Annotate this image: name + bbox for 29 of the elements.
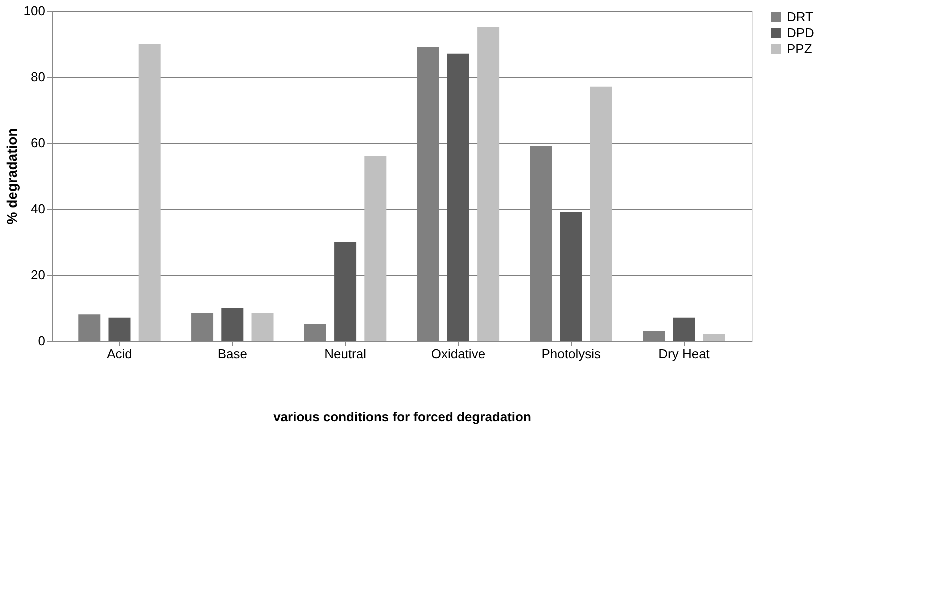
bar [222,308,244,341]
x-tick-label: Neutral [324,346,367,362]
bar [703,334,726,341]
legend-label: DPD [787,26,814,40]
bar [560,212,582,341]
bar [364,156,387,341]
x-tick-label: Oxidative [431,346,486,362]
bar [138,44,161,341]
x-tick-label: Photolysis [542,346,602,362]
y-tick-label: 0 [38,334,46,348]
y-tick-label: 60 [31,136,46,150]
legend-label: DRT [787,10,814,24]
bar [252,312,274,341]
bar [447,54,470,341]
legend-label: PPZ [787,42,812,56]
x-axis-title: various conditions for forced degradation [274,410,532,424]
y-axis-title: % degradation [4,128,20,225]
bar [590,86,612,341]
y-tick-label: 80 [31,70,46,84]
x-tick-label: Dry Heat [658,346,710,362]
bar [108,318,131,341]
x-tick-label: Acid [107,346,132,362]
y-tick-label: 20 [31,268,46,282]
bar [334,242,357,341]
bar [673,318,696,341]
y-tick-label: 40 [31,202,46,216]
y-tick-label: 100 [24,4,46,18]
bar [478,28,500,341]
x-tick-label: Base [218,346,248,362]
